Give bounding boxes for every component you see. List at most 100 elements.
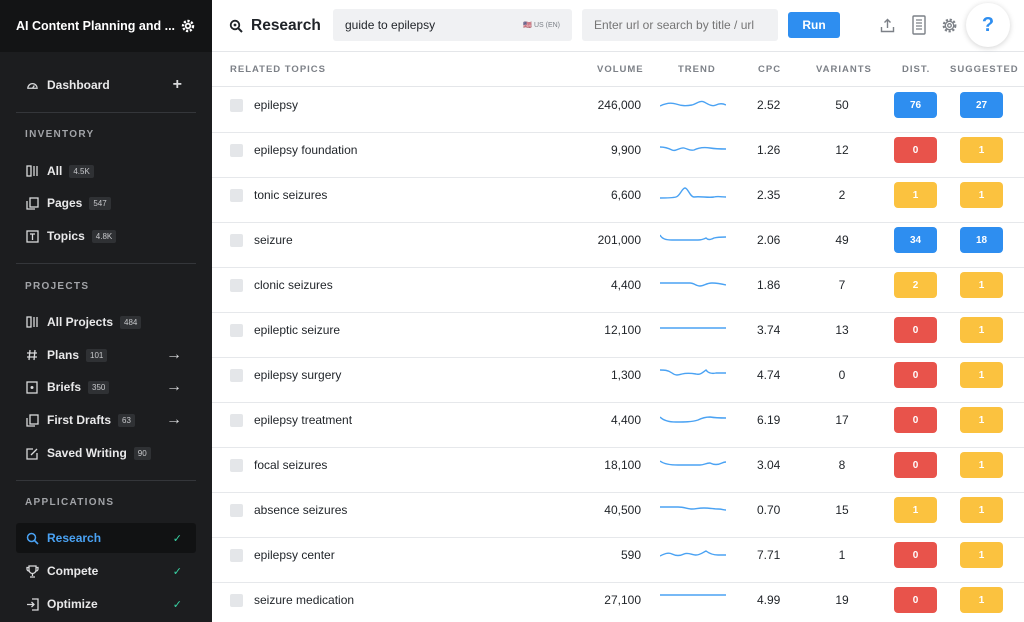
row-checkbox[interactable]: [230, 594, 243, 607]
column-header-suggested[interactable]: SUGGESTED: [950, 64, 1019, 75]
distribution-badge[interactable]: 76: [894, 92, 937, 118]
topic-cell[interactable]: seizure: [254, 233, 293, 247]
sidebar-item-pages[interactable]: Pages 547: [16, 188, 196, 218]
query-input[interactable]: guide to epilepsy 🇺🇸 US (EN): [333, 9, 572, 41]
sidebar-item-all[interactable]: All 4.5K: [16, 156, 196, 186]
topic-cell[interactable]: epileptic seizure: [254, 323, 341, 337]
row-checkbox[interactable]: [230, 459, 243, 472]
suggested-badge[interactable]: 1: [960, 362, 1003, 388]
suggested-badge[interactable]: 1: [960, 137, 1003, 163]
sidebar-item-topics[interactable]: Topics 4.8K: [16, 221, 196, 251]
sidebar-item-compete[interactable]: Compete ✓: [16, 556, 196, 586]
table-row[interactable]: epilepsy foundation 9,900 1.26 12 0 1: [212, 133, 1024, 178]
column-header-variants[interactable]: VARIANTS: [816, 64, 872, 75]
table-row[interactable]: epilepsy surgery 1,300 4.74 0 0 1: [212, 358, 1024, 403]
table-row[interactable]: absence seizures 40,500 0.70 15 1 1: [212, 493, 1024, 538]
row-checkbox[interactable]: [230, 144, 243, 157]
sidebar-item-first-drafts[interactable]: First Drafts 63 →: [16, 405, 196, 435]
sidebar-item-research[interactable]: Research ✓: [16, 523, 196, 553]
suggested-badge[interactable]: 1: [960, 182, 1003, 208]
document-icon[interactable]: [909, 14, 929, 36]
sidebar-item-all-projects[interactable]: All Projects 484: [16, 307, 196, 337]
distribution-badge[interactable]: 2: [894, 272, 937, 298]
topic-cell[interactable]: absence seizures: [254, 503, 348, 517]
table-row[interactable]: epileptic seizure 12,100 3.74 13 0 1: [212, 313, 1024, 358]
table-row[interactable]: epilepsy treatment 4,400 6.19 17 0 1: [212, 403, 1024, 448]
sidebar-item-dashboard[interactable]: Dashboard +: [16, 70, 196, 100]
column-header-dist[interactable]: DIST.: [902, 64, 931, 75]
topic-cell[interactable]: epilepsy surgery: [254, 368, 342, 382]
suggested-badge[interactable]: 1: [960, 317, 1003, 343]
sidebar-item-briefs[interactable]: Briefs 350 →: [16, 372, 196, 402]
app-title[interactable]: AI Content Planning and ...: [16, 19, 176, 33]
add-dashboard-button[interactable]: +: [172, 76, 182, 93]
suggested-badge[interactable]: 1: [960, 542, 1003, 568]
topic-cell[interactable]: epilepsy: [254, 98, 299, 112]
count-badge: 547: [89, 196, 111, 210]
row-checkbox[interactable]: [230, 549, 243, 562]
page-title: Research: [229, 0, 321, 52]
distribution-badge[interactable]: 0: [894, 137, 937, 163]
suggested-badge[interactable]: 1: [960, 497, 1003, 523]
topic-cell[interactable]: tonic seizures: [254, 188, 328, 202]
row-checkbox[interactable]: [230, 414, 243, 427]
table-row[interactable]: epilepsy 246,000 2.52 50 76 27: [212, 88, 1024, 133]
distribution-badge[interactable]: 0: [894, 317, 937, 343]
url-search-input[interactable]: [582, 9, 778, 41]
help-button[interactable]: ?: [966, 3, 1010, 47]
topic-cell[interactable]: epilepsy foundation: [254, 143, 358, 157]
column-header-topic[interactable]: RELATED TOPICS: [230, 64, 326, 75]
sidebar-item-saved-writing[interactable]: Saved Writing 90: [16, 438, 196, 468]
table-row[interactable]: clonic seizures 4,400 1.86 7 2 1: [212, 268, 1024, 313]
column-header-cpc[interactable]: CPC: [758, 64, 782, 75]
volume-cell: 590: [620, 548, 641, 562]
suggested-badge[interactable]: 1: [960, 272, 1003, 298]
distribution-badge[interactable]: 34: [894, 227, 937, 253]
row-checkbox[interactable]: [230, 279, 243, 292]
volume-cell: 18,100: [604, 458, 641, 472]
export-icon[interactable]: [877, 14, 897, 36]
sidebar-item-optimize[interactable]: Optimize ✓: [16, 589, 196, 619]
topic-cell[interactable]: clonic seizures: [254, 278, 333, 292]
row-checkbox[interactable]: [230, 369, 243, 382]
gear-icon[interactable]: [180, 18, 196, 34]
suggested-badge[interactable]: 27: [960, 92, 1003, 118]
volume-cell: 4,400: [610, 278, 641, 292]
topic-cell[interactable]: epilepsy treatment: [254, 413, 353, 427]
column-header-trend[interactable]: TREND: [678, 64, 716, 75]
table-row[interactable]: seizure medication 27,100 4.99 19 0 1: [212, 583, 1024, 622]
arrow-right-icon[interactable]: →: [166, 346, 182, 363]
row-checkbox[interactable]: [230, 324, 243, 337]
sidebar-item-label: Topics: [47, 229, 85, 243]
locale-selector[interactable]: 🇺🇸 US (EN): [523, 22, 560, 29]
sidebar-item-plans[interactable]: Plans 101 →: [16, 340, 196, 370]
topic-cell[interactable]: seizure medication: [254, 593, 355, 607]
suggested-badge[interactable]: 1: [960, 587, 1003, 613]
topic-cell[interactable]: focal seizures: [254, 458, 328, 472]
row-checkbox[interactable]: [230, 189, 243, 202]
row-checkbox[interactable]: [230, 234, 243, 247]
suggested-badge[interactable]: 1: [960, 452, 1003, 478]
settings-icon[interactable]: [939, 14, 959, 36]
table-row[interactable]: epilepsy center 590 7.71 1 0 1: [212, 538, 1024, 583]
distribution-badge[interactable]: 0: [894, 542, 937, 568]
column-header-volume[interactable]: VOLUME: [597, 64, 644, 75]
row-checkbox[interactable]: [230, 504, 243, 517]
distribution-badge[interactable]: 1: [894, 182, 937, 208]
distribution-badge[interactable]: 1: [894, 497, 937, 523]
table-row[interactable]: tonic seizures 6,600 2.35 2 1 1: [212, 178, 1024, 223]
table-row[interactable]: focal seizures 18,100 3.04 8 0 1: [212, 448, 1024, 493]
distribution-badge[interactable]: 0: [894, 407, 937, 433]
distribution-badge[interactable]: 0: [894, 452, 937, 478]
arrow-right-icon[interactable]: →: [166, 378, 182, 395]
table-row[interactable]: seizure 201,000 2.06 49 34 18: [212, 223, 1024, 268]
run-button[interactable]: Run: [788, 12, 840, 38]
distribution-badge[interactable]: 0: [894, 362, 937, 388]
suggested-badge[interactable]: 18: [960, 227, 1003, 253]
variants-cell: 0: [838, 368, 846, 382]
topic-cell[interactable]: epilepsy center: [254, 548, 335, 562]
distribution-badge[interactable]: 0: [894, 587, 937, 613]
row-checkbox[interactable]: [230, 99, 243, 112]
suggested-badge[interactable]: 1: [960, 407, 1003, 433]
arrow-right-icon[interactable]: →: [166, 411, 182, 428]
